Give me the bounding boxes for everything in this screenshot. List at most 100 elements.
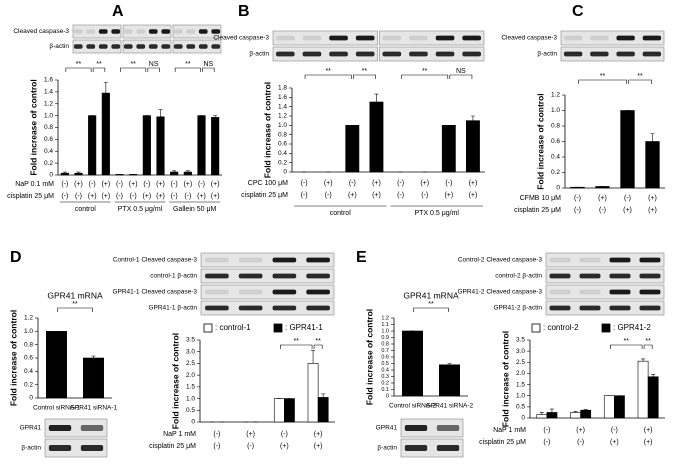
x-tick-label: Control siRNA-2 bbox=[389, 403, 436, 410]
condition-value: (+) bbox=[156, 181, 165, 188]
condition-value: (-) bbox=[171, 181, 178, 188]
condition-value: (+) bbox=[211, 193, 220, 200]
y-tick-label: 0.8 bbox=[278, 131, 287, 138]
bar bbox=[307, 363, 319, 423]
y-axis-label: Fold increase of control bbox=[8, 310, 18, 406]
blot-box bbox=[272, 30, 378, 46]
condition-value: (+) bbox=[648, 195, 657, 202]
bar bbox=[273, 398, 285, 423]
condition-value: (+) bbox=[246, 431, 255, 438]
error-bar bbox=[321, 393, 326, 398]
blot-band bbox=[173, 29, 183, 34]
blot-band bbox=[579, 257, 601, 263]
condition-value: (+) bbox=[644, 439, 653, 446]
blot-box bbox=[200, 284, 335, 300]
significance-label: ** bbox=[422, 68, 428, 75]
blot-box bbox=[172, 39, 222, 54]
blot-band bbox=[355, 51, 375, 57]
bar bbox=[647, 376, 659, 419]
blot-band bbox=[148, 44, 158, 49]
blot-band bbox=[549, 289, 571, 295]
y-tick-label: 1.2 bbox=[24, 315, 33, 322]
y-tick-label: 3.5 bbox=[516, 337, 525, 344]
y-tick-label: 0.6 bbox=[44, 136, 53, 143]
blot-label: Control-2 Cleaved caspase-3 bbox=[458, 257, 543, 264]
error-bar bbox=[213, 115, 218, 118]
blot-band bbox=[198, 29, 208, 34]
blot-band bbox=[409, 51, 428, 57]
blot-box bbox=[400, 418, 464, 438]
blot-label: GPR41 bbox=[376, 425, 398, 432]
blot-box bbox=[545, 300, 665, 316]
chart-title: GPR41 mRNA bbox=[403, 290, 459, 300]
bar bbox=[536, 414, 548, 419]
panel-letter: A bbox=[112, 3, 124, 20]
blot-band bbox=[123, 44, 133, 49]
blot-band bbox=[639, 305, 661, 311]
significance-label: ** bbox=[600, 73, 606, 80]
condition-value: (-) bbox=[61, 181, 68, 188]
blot-band bbox=[272, 289, 297, 295]
blot-box bbox=[122, 39, 172, 54]
y-tick-label: 1.6 bbox=[278, 94, 287, 101]
x-tick-label: GPR41 siRNA-2 bbox=[426, 403, 474, 410]
blot-box bbox=[122, 24, 172, 39]
error-bar bbox=[549, 408, 554, 413]
error-bar bbox=[650, 133, 655, 142]
significance-label: ** bbox=[76, 61, 82, 68]
y-tick-label: 0.2 bbox=[278, 159, 287, 166]
y-tick-label: 1.5 bbox=[516, 381, 525, 388]
blot-band bbox=[462, 35, 482, 41]
significance-label: ** bbox=[623, 338, 629, 345]
condition-value: (+) bbox=[598, 195, 607, 202]
error-bar bbox=[651, 374, 656, 377]
significance-label: ** bbox=[645, 338, 651, 345]
blot-band bbox=[579, 305, 601, 311]
condition-value: (+) bbox=[623, 207, 632, 214]
condition-label: cisplatin 25 μM bbox=[7, 193, 54, 200]
blot-band bbox=[609, 305, 631, 311]
blot-band bbox=[186, 29, 196, 34]
blot-band bbox=[86, 44, 96, 49]
condition-value: (-) bbox=[543, 439, 550, 446]
x-tick-label: Control siRNA-1 bbox=[33, 405, 80, 412]
significance-label: ** bbox=[72, 301, 78, 308]
blot-band bbox=[211, 29, 221, 34]
y-tick-label: 0.4 bbox=[551, 154, 560, 161]
blot-band bbox=[111, 44, 121, 49]
blot-band bbox=[80, 425, 104, 431]
blot-band bbox=[549, 257, 571, 263]
y-tick-label: 1.4 bbox=[44, 89, 53, 96]
legend-label: : GPR41-1 bbox=[285, 323, 323, 332]
blot-label: Cleaved caspase-3 bbox=[13, 28, 69, 35]
blot-band bbox=[148, 29, 158, 34]
condition-label: NaP 1 mM bbox=[163, 431, 196, 438]
bar bbox=[345, 125, 360, 173]
blot-band bbox=[355, 35, 375, 41]
significance-bracket bbox=[120, 67, 147, 72]
error-bar bbox=[185, 170, 190, 173]
blot-label: Cleaved caspase-3 bbox=[213, 35, 269, 42]
blot-label: GPR41 bbox=[20, 425, 42, 432]
blot-band bbox=[161, 44, 171, 49]
condition-value: (+) bbox=[469, 180, 478, 187]
condition-label: cisplatin 25 μM bbox=[479, 439, 526, 446]
blot-box bbox=[172, 24, 222, 39]
blot-label: β-actin bbox=[377, 445, 397, 452]
condition-value: (+) bbox=[183, 181, 192, 188]
condition-value: (+) bbox=[610, 439, 619, 446]
blot-band bbox=[80, 445, 104, 451]
y-axis-label: Fold increase of control bbox=[170, 333, 180, 429]
blot-band bbox=[382, 35, 402, 41]
condition-value: (+) bbox=[197, 193, 206, 200]
condition-value: (+) bbox=[372, 192, 381, 199]
condition-value: (-) bbox=[213, 443, 220, 450]
blot-box bbox=[545, 252, 665, 268]
bar bbox=[603, 395, 615, 419]
blot-band bbox=[48, 425, 72, 431]
blot-band bbox=[435, 35, 455, 41]
blot-band bbox=[111, 29, 121, 34]
y-tick-label: 0.6 bbox=[551, 138, 560, 145]
blot-label: GPR41-2 Cleaved caspase-3 bbox=[457, 289, 542, 296]
significance-label: ** bbox=[96, 61, 102, 68]
